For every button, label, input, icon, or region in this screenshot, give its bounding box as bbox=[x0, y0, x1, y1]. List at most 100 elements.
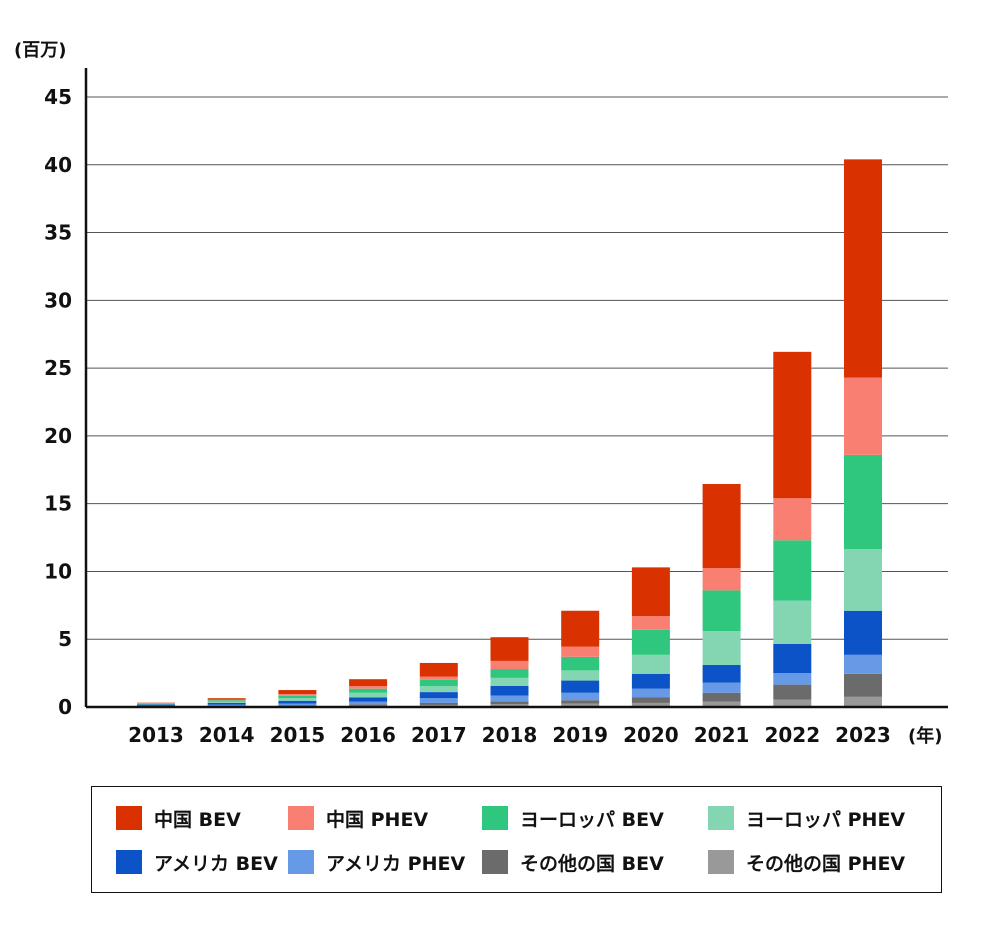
bar-segment bbox=[278, 698, 317, 701]
legend-swatch bbox=[288, 850, 314, 874]
bar-segment bbox=[490, 704, 529, 707]
bar-segment bbox=[561, 680, 600, 693]
bar-segment bbox=[702, 664, 741, 683]
x-tick-label: 2016 bbox=[340, 723, 396, 747]
legend-item: その他の国 BEV bbox=[482, 849, 664, 875]
bar-segment bbox=[702, 692, 741, 702]
bar-segment bbox=[844, 610, 882, 655]
bar-segment bbox=[207, 699, 246, 701]
legend-swatch bbox=[482, 850, 508, 874]
bar-segment bbox=[207, 701, 246, 703]
legend-item: アメリカ BEV bbox=[116, 849, 278, 875]
bar-segment bbox=[490, 695, 529, 702]
x-tick-label: 2018 bbox=[482, 723, 538, 747]
bars bbox=[137, 159, 882, 707]
bar-segment bbox=[207, 700, 246, 702]
bar-segment bbox=[561, 610, 600, 647]
bar-segment bbox=[844, 673, 882, 697]
bar-segment bbox=[631, 688, 670, 698]
bar-segment bbox=[278, 695, 317, 699]
legend-item: ヨーロッパ PHEV bbox=[708, 805, 905, 831]
legend-swatch bbox=[116, 806, 142, 830]
bar-segment bbox=[349, 679, 388, 686]
bar-segment bbox=[631, 654, 670, 674]
bar-segment bbox=[561, 670, 600, 681]
bar-segment bbox=[702, 568, 741, 591]
x-tick-label: 2014 bbox=[199, 723, 255, 747]
bar-segment bbox=[490, 677, 529, 686]
x-tick-label: 2022 bbox=[764, 723, 820, 747]
x-tick-label: 2023 bbox=[835, 723, 891, 747]
bar-segment bbox=[773, 351, 812, 499]
legend-item: 中国 BEV bbox=[116, 805, 241, 831]
bar-segment bbox=[490, 637, 529, 661]
bar-segment bbox=[561, 703, 600, 707]
bar-segment bbox=[349, 701, 388, 705]
bar-segment bbox=[631, 673, 670, 689]
legend-label: 中国 PHEV bbox=[326, 808, 429, 831]
x-tick-label: 2020 bbox=[623, 723, 679, 747]
legend-label: ヨーロッパ BEV bbox=[520, 808, 664, 831]
bar-segment bbox=[278, 700, 317, 704]
y-tick-label: 45 bbox=[44, 85, 72, 109]
bar-segment bbox=[844, 159, 882, 378]
bar-segment bbox=[419, 676, 458, 680]
bar-segment bbox=[631, 567, 670, 617]
bar-segment bbox=[561, 692, 600, 701]
legend-swatch bbox=[708, 806, 734, 830]
bar-segment bbox=[773, 643, 812, 674]
y-tick-label: 35 bbox=[44, 221, 72, 245]
y-tick-label: 0 bbox=[58, 695, 72, 719]
bar-segment bbox=[561, 656, 600, 671]
legend-label: アメリカ BEV bbox=[154, 852, 278, 875]
bar-segment bbox=[207, 698, 246, 700]
legend-label: その他の国 BEV bbox=[520, 852, 664, 875]
legend-item: アメリカ PHEV bbox=[288, 849, 465, 875]
bar-segment bbox=[207, 704, 246, 707]
x-tick-label: 2021 bbox=[694, 723, 750, 747]
bar-segment bbox=[561, 700, 600, 704]
legend-item: その他の国 PHEV bbox=[708, 849, 905, 875]
legend-item: 中国 PHEV bbox=[288, 805, 428, 831]
bar-segment bbox=[844, 696, 882, 707]
bar-segment bbox=[207, 702, 246, 705]
bar-segment bbox=[631, 697, 670, 703]
x-tick-label: 2015 bbox=[270, 723, 326, 747]
bar-segment bbox=[349, 704, 388, 706]
bar-segment bbox=[702, 590, 741, 632]
bar-segment bbox=[490, 701, 529, 705]
bar-segment bbox=[349, 692, 388, 698]
legend-label: 中国 BEV bbox=[154, 808, 241, 831]
y-tick-label: 25 bbox=[44, 356, 72, 380]
y-tick-labels: 0 5 10 15 20 25 30 35 40 45 bbox=[44, 85, 72, 719]
bar-segment bbox=[349, 688, 388, 693]
legend-swatch bbox=[116, 850, 142, 874]
legend-label: アメリカ PHEV bbox=[326, 852, 466, 875]
bar-segment bbox=[490, 660, 529, 670]
x-tick-label: 2019 bbox=[552, 723, 608, 747]
bar-segment bbox=[419, 685, 458, 693]
legend-swatch bbox=[288, 806, 314, 830]
bar-segment bbox=[844, 454, 882, 550]
bar-segment bbox=[844, 377, 882, 455]
bar-segment bbox=[278, 694, 317, 696]
bar-segment bbox=[419, 692, 458, 699]
bar-segment bbox=[702, 484, 741, 569]
bar-segment bbox=[137, 704, 175, 706]
legend-label: その他の国 PHEV bbox=[746, 852, 906, 875]
y-axis-unit-label: (百万) bbox=[14, 40, 66, 61]
bar-segment bbox=[349, 685, 388, 689]
bar-segment bbox=[490, 685, 529, 696]
bar-segment bbox=[349, 697, 388, 702]
bar-segment bbox=[844, 549, 882, 611]
bar-segment bbox=[137, 703, 175, 704]
bar-segment bbox=[631, 702, 670, 707]
y-tick-label: 5 bbox=[58, 627, 72, 651]
bar-segment bbox=[702, 631, 741, 665]
y-tick-label: 20 bbox=[44, 424, 72, 448]
y-tick-label: 10 bbox=[44, 559, 72, 583]
bar-segment bbox=[419, 702, 458, 705]
bar-segment bbox=[773, 699, 812, 707]
bar-segment bbox=[631, 629, 670, 655]
